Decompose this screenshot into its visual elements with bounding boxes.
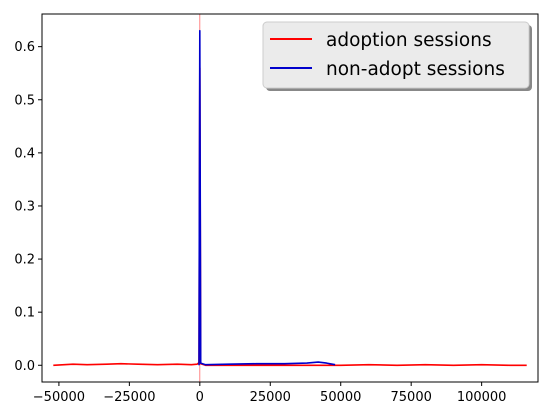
x-tick-label: 0 bbox=[196, 390, 204, 405]
y-tick-label: 0.0 bbox=[14, 359, 35, 374]
x-tick-label: −50000 bbox=[33, 390, 85, 405]
legend-box bbox=[262, 21, 530, 89]
legend-label-adoption: adoption sessions bbox=[326, 30, 492, 51]
x-tick-label: 100000 bbox=[457, 390, 507, 405]
y-tick-label: 0.4 bbox=[14, 146, 35, 161]
x-tick-label: 25000 bbox=[250, 390, 291, 405]
x-tick-label: 75000 bbox=[391, 390, 432, 405]
plot-frame bbox=[41, 13, 539, 383]
x-tick-label: −25000 bbox=[103, 390, 155, 405]
y-tick-label: 0.2 bbox=[14, 253, 35, 268]
x-tick-label: 50000 bbox=[320, 390, 361, 405]
axis-layer: −50000 −25000 0 25000 50000 75000 100000 0.0 0.1… bbox=[14, 40, 506, 405]
y-tick-label: 0.6 bbox=[14, 40, 35, 55]
y-tick-label: 0.5 bbox=[14, 93, 35, 108]
y-tick-label: 0.1 bbox=[14, 306, 35, 321]
legend: adoption sessions non-adopt sessions bbox=[262, 21, 532, 91]
series-layer bbox=[53, 14, 527, 382]
series-line-nonadopt bbox=[198, 29, 336, 366]
y-tick-label: 0.3 bbox=[14, 199, 35, 214]
legend-label-nonadopt: non-adopt sessions bbox=[326, 59, 505, 80]
